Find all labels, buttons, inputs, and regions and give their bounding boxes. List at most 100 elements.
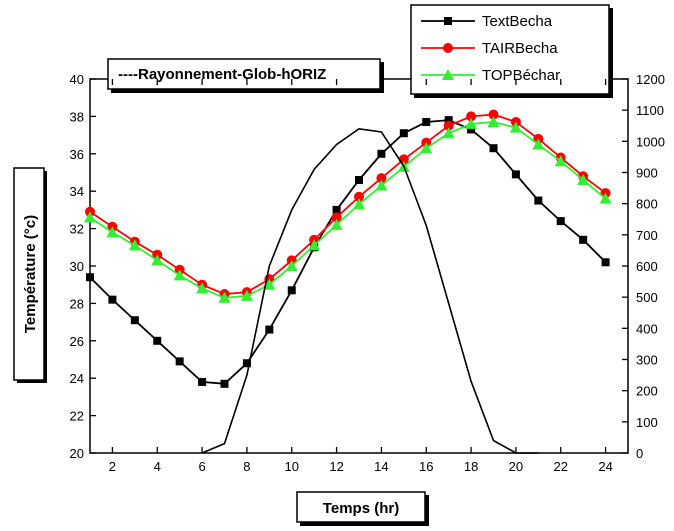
series-3 [201,128,539,454]
x-tick-label: 18 [464,459,478,474]
y2-tick-label: 300 [636,353,658,368]
data-point [377,149,386,158]
x-tick-label: 22 [554,459,568,474]
data-point [599,192,612,204]
data-point [465,117,478,129]
data-point [601,258,610,267]
data-point [220,379,229,388]
y2-tick-label: 1100 [636,103,664,118]
legend-marker [444,17,452,25]
y2-tick-label: 400 [636,321,658,336]
data-point [443,120,454,131]
series-0 [86,116,610,388]
legend: TextBecha TAIRBecha TOPBéchar [410,4,613,98]
y-tick-label: 36 [70,147,84,162]
data-point [444,116,453,125]
y-axis-title: Température (°c) [22,215,39,333]
y-tick-label: 34 [70,184,84,199]
y2-tick-label: 200 [636,384,658,399]
data-point [330,218,343,230]
data-point [84,211,96,223]
data-point [332,205,341,214]
y2-tick-label: 0 [636,446,643,461]
data-point [218,291,231,303]
data-point [106,226,119,238]
x-tick-label: 8 [243,459,250,474]
data-point [422,118,431,127]
y-tick-label: 30 [70,259,84,274]
data-point [240,289,253,301]
x-tick-label: 2 [109,459,116,474]
y-tick-label: 22 [70,409,84,424]
x-axis-title-box: Temps (hr) [296,491,429,526]
data-point [242,359,251,368]
y-tick-label: 20 [70,446,84,461]
x-tick-label: 4 [154,459,161,474]
x-tick-label: 24 [598,459,612,474]
y2-tick-label: 500 [636,290,658,305]
data-point [375,179,388,191]
y-tick-label: 38 [70,109,84,124]
data-point [376,173,387,184]
data-point [532,138,545,150]
y2-tick-label: 900 [636,166,658,181]
x-tick-label: 14 [374,459,388,474]
y-tick-label: 28 [70,296,84,311]
data-point [263,278,276,290]
y2-tick-label: 1000 [636,134,665,149]
x-tick-label: 16 [419,459,433,474]
data-point [511,170,520,179]
data-point [420,142,433,154]
y2-tick-label: 1200 [636,72,665,87]
data-point [308,239,321,251]
data-point [509,121,522,133]
series-line [89,119,607,385]
data-point [196,282,209,294]
legend-label: TextBecha [482,13,553,30]
y-axis-title-box: Température (°c) [13,167,47,383]
data-point [488,109,499,120]
data-point [173,269,186,281]
data-point [130,316,139,325]
series-line [201,128,539,454]
x-axis-title: Temps (hr) [323,500,399,517]
plot-frame [89,78,629,454]
radiation-annotation-box: ----Rayonnement-Glob-hORIZ [107,58,384,93]
legend-label: TAIRBecha [482,40,558,57]
data-point [265,325,274,334]
y2-tick-label: 100 [636,415,658,430]
data-point [285,260,298,271]
series-1 [85,109,611,300]
data-point [487,116,500,128]
data-point [153,336,162,345]
data-point [534,196,543,205]
data-point [198,377,207,386]
data-point [108,295,117,304]
series-2 [84,116,612,303]
legend-marker [442,69,454,80]
data-point [128,239,141,251]
legend-item: TextBecha [421,13,553,30]
data-point [577,173,590,185]
legend-item: TOPBéchar [421,67,560,84]
data-point [355,175,363,184]
x-tick-label: 6 [198,459,205,474]
data-point [86,273,94,282]
data-point [399,129,408,138]
data-point [175,357,184,366]
x-tick-label: 12 [329,459,343,474]
data-point [554,155,567,167]
legend-item: TAIRBecha [421,40,558,57]
y-tick-label: 26 [70,334,84,349]
y2-tick-label: 600 [636,259,658,274]
data-point [467,125,476,134]
series-line [89,121,607,299]
data-point [331,212,342,223]
data-point [556,217,565,226]
data-point [151,254,164,266]
y-tick-label: 24 [70,371,84,386]
data-point [353,198,365,210]
x-tick-label: 10 [285,459,299,474]
legend-label: TOPBéchar [482,67,560,84]
